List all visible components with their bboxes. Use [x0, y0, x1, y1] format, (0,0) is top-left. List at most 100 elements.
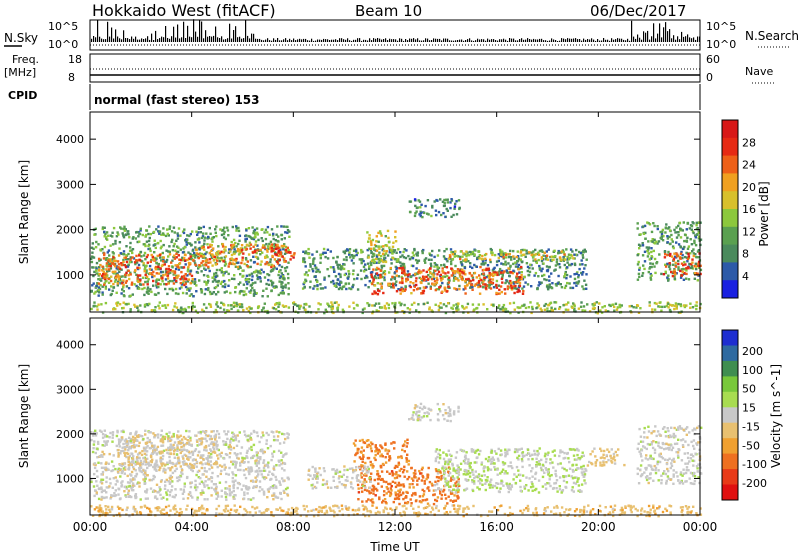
echo-cell [648, 258, 651, 261]
echo-cell [142, 263, 145, 267]
echo-cell [548, 283, 551, 286]
echo-cell [697, 262, 700, 265]
echo-cell [404, 285, 407, 288]
echo-cell [654, 271, 657, 275]
echo-cell [145, 490, 148, 493]
echo-cell [266, 295, 269, 298]
echo-cell [668, 308, 672, 312]
nsky-bar [145, 38, 147, 42]
echo-cell [488, 274, 491, 277]
echo-cell [115, 235, 119, 238]
echo-cell [154, 490, 157, 493]
echo-cell [108, 288, 111, 291]
echo-cell [157, 267, 160, 271]
echo-cell [471, 286, 474, 289]
echo-cell [447, 257, 451, 260]
echo-cell [417, 303, 420, 306]
echo-cell [193, 305, 196, 308]
echo-cell [138, 467, 141, 470]
echo-cell [550, 306, 553, 309]
echo-cell [277, 305, 280, 308]
echo-cell [666, 235, 669, 238]
echo-cell [245, 243, 249, 247]
echo-cell [205, 306, 208, 310]
echo-cell [266, 496, 269, 499]
echo-cell [495, 263, 499, 267]
echo-cell [252, 294, 256, 297]
echo-cell [287, 251, 290, 254]
echo-cell [542, 262, 545, 265]
echo-cell [143, 270, 146, 273]
echo-cell [336, 308, 339, 312]
echo-cell [227, 430, 230, 433]
echo-cell [367, 237, 371, 240]
echo-cell [101, 444, 104, 447]
echo-cell [562, 251, 565, 254]
echo-cell [224, 433, 228, 436]
echo-cell [189, 287, 192, 290]
echo-cell [168, 455, 171, 459]
echo-cell [527, 273, 530, 277]
echo-cell [176, 447, 179, 451]
echo-cell [615, 308, 619, 311]
echo-cell [231, 262, 235, 265]
echo-cell [200, 252, 203, 256]
echo-cell [119, 463, 122, 467]
echo-cell [127, 466, 131, 469]
echo-cell [283, 491, 286, 494]
echo-cell [673, 269, 676, 272]
nsky-bar [601, 40, 603, 42]
echo-cell [249, 311, 252, 315]
echo-cell [514, 284, 517, 288]
echo-cell [232, 238, 236, 242]
echo-cell [520, 277, 523, 281]
echo-cell [558, 256, 562, 259]
echo-cell [122, 467, 125, 470]
nsky-bar [681, 31, 683, 42]
echo-cell [442, 275, 445, 278]
echo-cell [163, 263, 166, 266]
echo-cell [272, 248, 275, 251]
echo-cell [261, 431, 264, 434]
echo-cell [254, 240, 258, 243]
echo-cell [148, 236, 151, 240]
echo-cell [140, 453, 144, 457]
echo-cell [447, 278, 450, 281]
nsky-bar [229, 23, 231, 42]
nsky-bar [383, 39, 385, 42]
nsky-bar [645, 32, 647, 42]
echo-cell [94, 463, 97, 467]
echo-cell [119, 252, 122, 255]
echo-cell [286, 494, 290, 497]
echo-cell [465, 278, 468, 281]
echo-cell [516, 290, 519, 294]
echo-cell [671, 263, 675, 266]
echo-cell [129, 461, 132, 464]
echo-cell [382, 249, 386, 253]
echo-cell [91, 450, 95, 454]
echo-cell [457, 255, 460, 258]
echo-cell [196, 444, 199, 447]
power-colorbar-label: Power [dB] [757, 181, 771, 246]
echo-cell [661, 228, 665, 232]
echo-cell [96, 308, 99, 311]
echo-cell [541, 274, 544, 278]
echo-cell [457, 302, 460, 305]
echo-cell [121, 282, 124, 285]
echo-cell [524, 255, 527, 258]
echo-cell [112, 226, 116, 230]
echo-cell [273, 468, 276, 471]
nsky-bar [195, 31, 197, 42]
echo-cell [677, 224, 680, 228]
nsky-bar [699, 36, 701, 42]
echo-cell [244, 293, 248, 296]
echo-cell [105, 486, 108, 489]
echo-cell [667, 278, 670, 281]
echo-cell [118, 303, 122, 306]
echo-cell [468, 271, 471, 275]
echo-cell [375, 261, 378, 264]
echo-cell [118, 247, 121, 250]
echo-cell [233, 452, 236, 455]
echo-cell [500, 269, 504, 273]
echo-cell [200, 291, 203, 294]
